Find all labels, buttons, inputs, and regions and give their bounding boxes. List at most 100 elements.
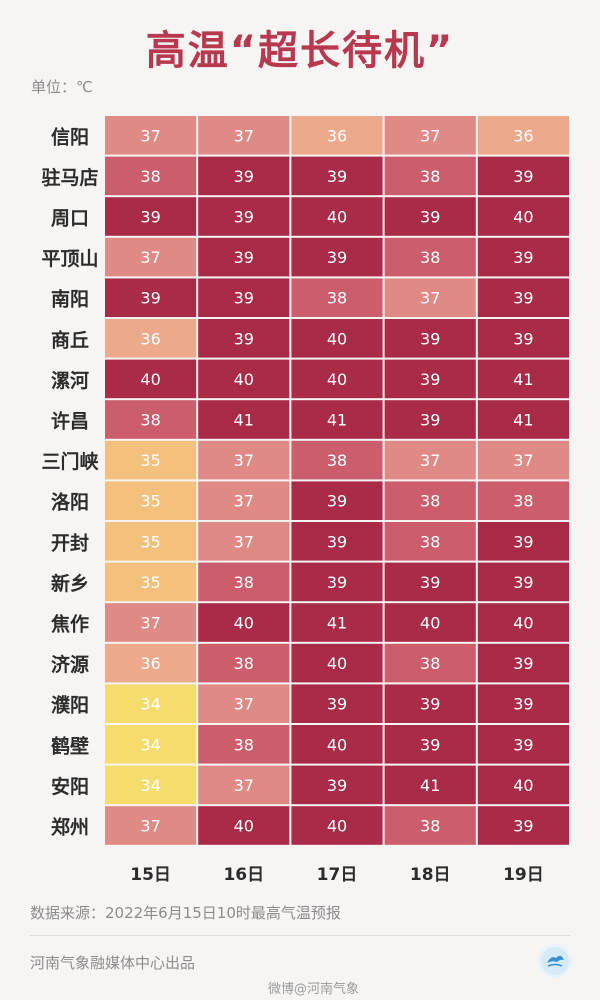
cell-value-label: 39 xyxy=(420,735,440,754)
heatmap-cell xyxy=(105,481,197,520)
heatmap-cell xyxy=(105,684,197,723)
heatmap-cell xyxy=(477,643,569,683)
heatmap-cell xyxy=(384,278,476,317)
row-label: 平顶山 xyxy=(41,248,98,270)
heatmap-cell xyxy=(291,765,383,805)
heatmap-cell xyxy=(105,116,197,155)
column-label: 17日 xyxy=(317,865,358,885)
cell-value-label: 34 xyxy=(140,695,160,714)
column-label: 18日 xyxy=(410,865,451,885)
cell-value-label: 39 xyxy=(327,695,347,714)
cell-value-label: 41 xyxy=(513,411,533,430)
cell-value-label: 39 xyxy=(513,248,533,267)
heatmap-cell xyxy=(198,116,290,155)
heatmap-cell xyxy=(477,603,569,642)
cell-value-label: 39 xyxy=(420,695,440,714)
heatmap-cell xyxy=(198,197,290,236)
cell-value-label: 40 xyxy=(234,370,254,389)
meteorology-logo-icon xyxy=(538,944,572,978)
cell-value-label: 41 xyxy=(327,411,347,430)
cell-value-label: 37 xyxy=(234,532,254,551)
heatmap-cell xyxy=(198,725,290,764)
heatmap-cell xyxy=(384,481,476,520)
cell-value-label: 40 xyxy=(234,614,254,633)
cell-value-label: 38 xyxy=(327,289,347,308)
cell-value-label: 38 xyxy=(420,167,440,186)
heatmap-cell xyxy=(198,603,290,642)
cell-value-label: 36 xyxy=(140,329,160,348)
row-label: 焦作 xyxy=(50,613,89,636)
cell-value-label: 39 xyxy=(513,735,533,754)
cell-value-label: 40 xyxy=(327,329,347,348)
cell-value-label: 39 xyxy=(513,817,533,836)
heatmap-cell xyxy=(198,156,290,196)
heatmap-cell xyxy=(291,643,383,683)
row-label: 郑州 xyxy=(51,817,89,839)
row-label: 南阳 xyxy=(51,289,89,311)
cell-value-label: 39 xyxy=(234,208,254,227)
cell-value-label: 40 xyxy=(327,735,347,754)
heatmap-cell xyxy=(477,684,569,723)
heatmap-cell xyxy=(105,440,197,480)
heatmap-cell xyxy=(105,197,197,236)
column-label: 16日 xyxy=(223,865,264,885)
heatmap-cell xyxy=(477,319,569,358)
cell-value-label: 38 xyxy=(234,573,254,592)
cell-value-label: 40 xyxy=(420,614,440,633)
weibo-watermark: 微博@河南气象 xyxy=(268,982,360,997)
heatmap-cell xyxy=(477,156,569,196)
cell-value-label: 40 xyxy=(327,654,347,673)
heatmap-cell xyxy=(198,806,290,845)
chart-title: 高温“超长待机” xyxy=(145,28,455,74)
heatmap-cell xyxy=(291,806,383,845)
cell-value-label: 37 xyxy=(420,289,440,308)
row-label: 济源 xyxy=(51,653,89,676)
heatmap-cell xyxy=(291,359,383,399)
row-label: 开封 xyxy=(51,531,89,554)
heatmap-cell xyxy=(198,440,290,480)
footer-divider xyxy=(30,935,570,936)
row-label: 濮阳 xyxy=(51,694,89,717)
heatmap-cell xyxy=(291,440,383,480)
heatmap-cell xyxy=(384,603,476,642)
heatmap-cell xyxy=(105,400,197,439)
heatmap-cell xyxy=(198,237,290,277)
cell-value-label: 38 xyxy=(420,248,440,267)
heatmap-cell xyxy=(477,806,569,845)
heatmap-cell xyxy=(105,806,197,845)
cell-value-label: 39 xyxy=(513,654,533,673)
heatmap-cell xyxy=(384,156,476,196)
row-label: 商丘 xyxy=(51,328,89,351)
heatmap-cell xyxy=(384,725,476,764)
heatmap-cell xyxy=(384,400,476,439)
heatmap-cell xyxy=(291,116,383,155)
row-label: 三门峡 xyxy=(41,450,99,473)
cell-value-label: 39 xyxy=(327,248,347,267)
cell-value-label: 39 xyxy=(420,370,440,389)
row-label: 信阳 xyxy=(51,125,89,148)
cell-value-label: 37 xyxy=(140,614,160,633)
cell-value-label: 34 xyxy=(140,776,160,795)
heatmap-cell xyxy=(291,522,383,561)
cell-value-label: 36 xyxy=(513,126,533,145)
heatmap-cell xyxy=(477,400,569,439)
cell-value-label: 41 xyxy=(513,370,533,389)
heatmap-cell xyxy=(105,237,197,277)
heatmap-cell xyxy=(198,562,290,602)
row-label: 鹤壁 xyxy=(51,734,89,757)
cell-value-label: 39 xyxy=(420,329,440,348)
cell-value-label: 38 xyxy=(234,735,254,754)
cell-value-label: 39 xyxy=(420,208,440,227)
cell-value-label: 37 xyxy=(234,776,254,795)
heatmap-cell xyxy=(384,319,476,358)
cell-value-label: 41 xyxy=(234,411,254,430)
heatmap-cell xyxy=(105,603,197,642)
cell-value-label: 35 xyxy=(140,573,160,592)
cell-value-label: 39 xyxy=(234,329,254,348)
heatmap-cell xyxy=(384,643,476,683)
cell-value-label: 41 xyxy=(327,614,347,633)
heatmap-cell xyxy=(477,237,569,277)
cell-value-label: 39 xyxy=(327,167,347,186)
heatmap-cell xyxy=(105,319,197,358)
cell-value-label: 35 xyxy=(140,451,160,470)
